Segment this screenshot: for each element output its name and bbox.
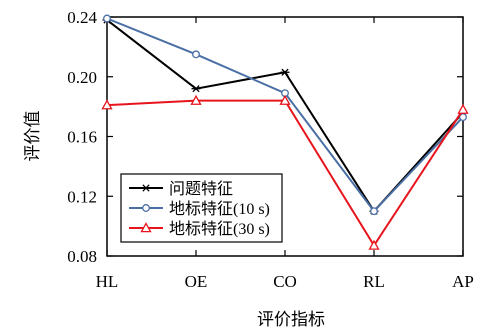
data-point xyxy=(370,207,378,216)
x-axis: HL OE CO RL AP xyxy=(96,17,474,291)
legend-item: 地标特征(30 s) xyxy=(129,220,270,238)
legend-label: 地标特征(10 s) xyxy=(169,200,270,218)
data-point xyxy=(368,239,380,250)
y-tick-label: 0.16 xyxy=(67,128,97,147)
legend-item: 问题特征 xyxy=(129,180,233,198)
data-point xyxy=(192,50,200,59)
legend-label: 问题特征 xyxy=(169,180,233,198)
y-axis-label: 评价值 xyxy=(23,111,42,162)
x-tick-label: HL xyxy=(96,272,119,291)
data-point xyxy=(103,14,111,23)
legend-marker-c xyxy=(142,184,150,192)
x-tick-label: CO xyxy=(273,272,297,291)
x-tick-label: OE xyxy=(185,272,208,291)
series-layer xyxy=(101,14,469,250)
y-tick-label: 0.08 xyxy=(67,247,97,266)
legend-label: 地标特征(30 s) xyxy=(169,220,270,238)
legend-marker xyxy=(140,222,152,233)
data-point xyxy=(190,94,202,105)
x-tick-label: RL xyxy=(363,272,385,291)
data-point xyxy=(101,99,113,110)
series-2 xyxy=(103,14,467,216)
y-tick-label: 0.24 xyxy=(67,8,97,27)
data-point xyxy=(457,103,469,114)
y-tick-label: 0.20 xyxy=(67,68,97,87)
legend-item: 地标特征(10 s) xyxy=(129,200,270,218)
legend-marker xyxy=(142,204,150,212)
data-point xyxy=(279,94,291,105)
data-point-c xyxy=(281,68,289,76)
y-tick-label: 0.12 xyxy=(67,187,97,206)
data-point-c xyxy=(192,85,200,93)
y-axis: 0.08 0.12 0.16 0.20 0.24 xyxy=(67,8,463,266)
series-3 xyxy=(101,94,469,250)
x-axis-label: 评价指标 xyxy=(257,310,325,329)
x-tick-label: AP xyxy=(452,272,474,291)
